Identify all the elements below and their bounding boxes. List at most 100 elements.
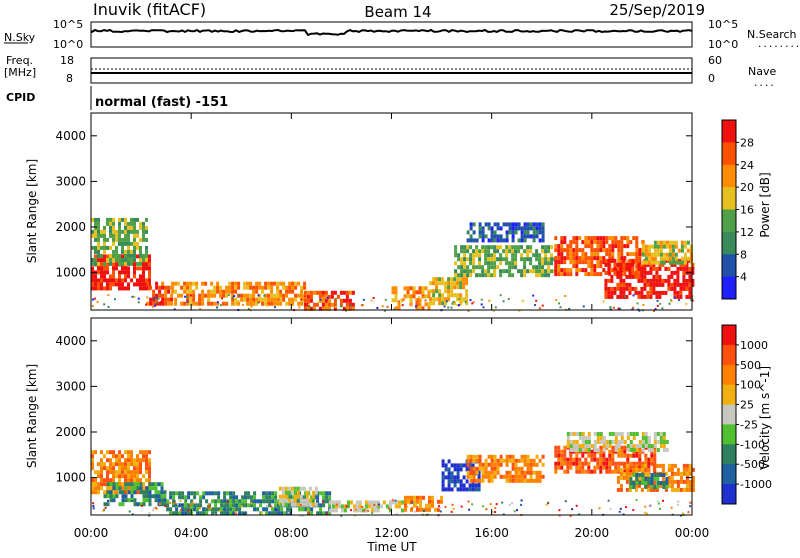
x-tick-label: 00:00	[675, 526, 710, 540]
heatmap-cell	[382, 500, 386, 505]
heatmap-cell	[124, 221, 127, 226]
heatmap-cell	[560, 457, 564, 462]
heatmap-cell	[136, 502, 140, 507]
heatmap-cell	[679, 487, 683, 492]
heatmap-cell	[499, 261, 503, 266]
heatmap-cell	[575, 448, 579, 452]
heatmap-cell	[155, 281, 159, 286]
heatmap-cell	[653, 260, 657, 265]
heatmap-cell	[331, 500, 335, 505]
heatmap-cell	[438, 293, 442, 298]
heatmap-cell	[397, 500, 401, 505]
heatmap-cell	[661, 262, 665, 267]
heatmap-cell	[493, 466, 497, 471]
heatmap-cell	[225, 285, 229, 290]
heatmap-cell	[133, 282, 136, 287]
heatmap-cell	[252, 289, 256, 294]
heatmap-cell	[91, 462, 94, 467]
heatmap-cell	[599, 240, 603, 245]
heatmap-cell	[569, 252, 573, 257]
x-tick-label: 20:00	[575, 526, 610, 540]
heatmap-cell	[277, 503, 281, 508]
heatmap-cell	[529, 458, 533, 463]
heatmap-cell	[644, 244, 648, 249]
heatmap-cell	[148, 486, 152, 491]
heatmap-cell	[563, 256, 567, 261]
heatmap-cell	[563, 457, 567, 462]
heatmap-cell	[469, 226, 473, 231]
heatmap-cell	[303, 306, 307, 311]
heatmap-cell	[270, 289, 274, 294]
heatmap-cell	[465, 277, 469, 282]
heatmap-cell	[665, 244, 669, 249]
heatmap-cell	[508, 503, 511, 506]
heatmap-cell	[487, 222, 491, 227]
heatmap-cell	[505, 269, 509, 274]
heatmap-cell	[153, 304, 156, 307]
heatmap-cell	[613, 290, 617, 295]
heatmap-cell	[107, 306, 110, 308]
heatmap-cell	[659, 440, 663, 444]
heatmap-cell	[632, 461, 636, 466]
heatmap-cell	[493, 245, 497, 250]
heatmap-cell	[505, 470, 509, 475]
heatmap-cell	[130, 486, 134, 491]
heatmap-cell	[100, 286, 103, 291]
heatmap-cell	[281, 502, 285, 507]
heatmap-cell	[169, 501, 172, 504]
heatmap-cell	[397, 504, 401, 509]
heatmap-cell	[299, 498, 303, 503]
heatmap-cell	[463, 253, 467, 258]
heatmap-cell	[127, 458, 130, 463]
heatmap-cell	[673, 479, 677, 484]
heatmap-cell	[453, 479, 457, 484]
heatmap-cell	[148, 494, 152, 499]
heatmap-cell	[282, 281, 286, 286]
heatmap-cell	[124, 249, 127, 254]
heatmap-cell	[155, 297, 158, 300]
heatmap-cell	[481, 273, 485, 278]
heatmap-cell	[532, 238, 536, 243]
heatmap-cell	[688, 290, 692, 295]
heatmap-cell	[232, 495, 236, 500]
heatmap-cell	[566, 268, 570, 273]
heatmap-cell	[148, 266, 151, 271]
heatmap-cell	[133, 498, 137, 503]
heatmap-cell	[652, 463, 656, 468]
heatmap-cell	[462, 277, 466, 282]
heatmap-cell	[361, 304, 363, 307]
heatmap-cell	[229, 491, 233, 496]
heatmap-cell	[333, 302, 337, 307]
heatmap-cell	[312, 500, 315, 503]
heatmap-cell	[538, 474, 542, 479]
heatmap-cell	[685, 471, 689, 476]
heatmap-cell	[109, 274, 112, 279]
heatmap-cell	[176, 503, 179, 506]
heatmap-cell	[620, 436, 624, 440]
heatmap-cell	[670, 463, 674, 468]
heatmap-cell	[139, 249, 142, 254]
heatmap-cell	[469, 234, 473, 239]
heatmap-cell	[186, 301, 190, 306]
heatmap-cell	[447, 459, 451, 464]
heatmap-cell	[496, 245, 500, 250]
heatmap-cell	[581, 260, 585, 265]
heatmap-cell	[127, 482, 131, 487]
heatmap-cell	[97, 261, 100, 266]
heatmap-cell	[461, 301, 464, 304]
heatmap-cell	[127, 454, 130, 459]
heatmap-cell	[184, 495, 188, 500]
heatmap-cell	[668, 260, 672, 265]
heatmap-cell	[505, 253, 509, 258]
heatmap-cell	[656, 440, 660, 444]
heatmap-cell	[124, 286, 127, 291]
heatmap-cell	[587, 272, 591, 277]
heatmap-cell	[456, 475, 460, 480]
heatmap-cell	[467, 500, 470, 503]
heatmap-cell	[575, 432, 579, 436]
heatmap-cell	[616, 475, 620, 480]
heatmap-cell	[502, 458, 506, 463]
heatmap-cell	[632, 485, 636, 489]
heatmap-cell	[689, 256, 693, 261]
heatmap-cell	[305, 494, 309, 499]
